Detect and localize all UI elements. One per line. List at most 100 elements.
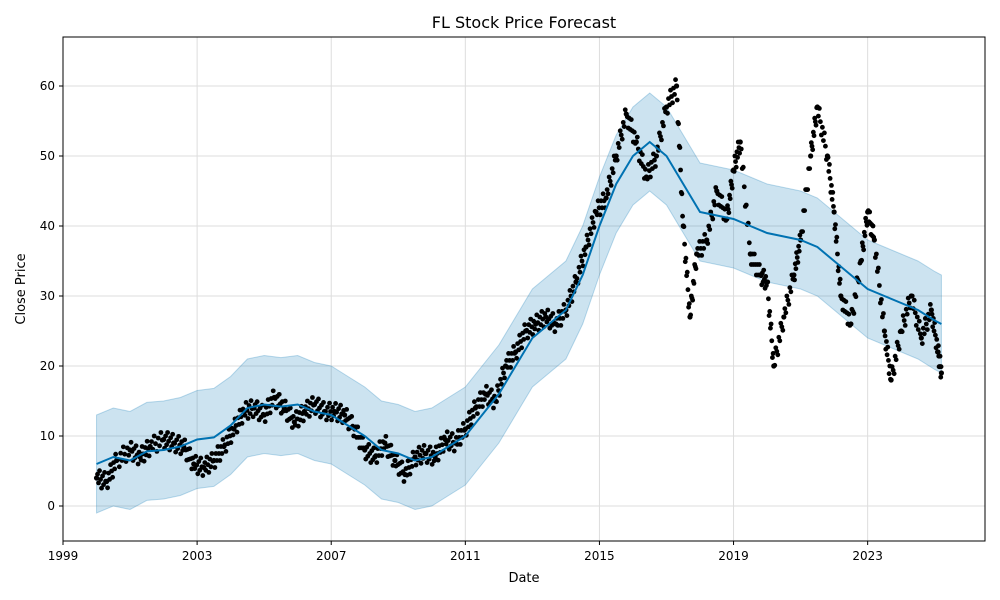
observed-point bbox=[580, 263, 586, 269]
observed-point bbox=[564, 313, 570, 318]
observed-point bbox=[178, 451, 184, 457]
observed-point bbox=[921, 331, 927, 337]
observed-point bbox=[609, 166, 615, 172]
observed-point bbox=[808, 153, 814, 159]
observed-point bbox=[328, 409, 333, 414]
observed-point bbox=[334, 409, 339, 415]
observed-point bbox=[913, 323, 919, 328]
observed-point bbox=[164, 442, 169, 448]
observed-point bbox=[873, 251, 879, 257]
observed-point bbox=[800, 229, 806, 235]
observed-point bbox=[112, 466, 118, 472]
plot-frame bbox=[62, 36, 986, 542]
observed-point bbox=[374, 460, 380, 465]
observed-point bbox=[670, 100, 675, 106]
observed-point bbox=[825, 155, 831, 160]
y-tick-label: 40 bbox=[40, 219, 55, 233]
observed-point bbox=[791, 272, 797, 278]
observed-point bbox=[811, 133, 817, 139]
observed-point bbox=[170, 431, 176, 437]
observed-point bbox=[710, 216, 716, 222]
observed-point bbox=[101, 482, 106, 488]
observed-point bbox=[262, 419, 268, 425]
observed-point bbox=[673, 77, 678, 83]
observed-point bbox=[417, 452, 423, 458]
observed-point bbox=[909, 293, 915, 299]
observed-point bbox=[618, 132, 624, 138]
observed-point bbox=[118, 450, 124, 456]
observed-point bbox=[295, 423, 301, 429]
observed-point bbox=[407, 471, 413, 477]
observed-point bbox=[837, 281, 842, 286]
observed-point bbox=[930, 324, 936, 330]
observed-point bbox=[685, 287, 691, 293]
observed-point bbox=[338, 402, 344, 408]
observed-point bbox=[805, 187, 811, 193]
observed-point bbox=[833, 239, 839, 244]
observed-point bbox=[902, 323, 908, 328]
observed-point bbox=[722, 206, 728, 212]
observed-point bbox=[324, 417, 329, 423]
observed-point bbox=[735, 155, 740, 160]
observed-point bbox=[195, 471, 201, 477]
observed-point bbox=[168, 435, 174, 441]
observed-point bbox=[616, 145, 622, 151]
observed-point bbox=[519, 345, 525, 351]
observed-point bbox=[424, 460, 430, 465]
observed-point bbox=[707, 227, 713, 232]
observed-point bbox=[652, 157, 657, 163]
observed-point bbox=[738, 146, 744, 152]
y-tick-label: 20 bbox=[40, 359, 55, 373]
observed-point bbox=[510, 358, 516, 363]
observed-point bbox=[578, 253, 584, 259]
observed-point bbox=[330, 404, 335, 410]
observed-point bbox=[924, 327, 930, 332]
forecast-series-line bbox=[96, 140, 942, 465]
observed-point bbox=[588, 231, 594, 237]
observed-point bbox=[690, 297, 696, 303]
observed-point bbox=[113, 451, 119, 457]
observed-point bbox=[859, 257, 865, 263]
observed-point bbox=[893, 357, 899, 363]
observed-point bbox=[427, 444, 433, 450]
observed-point bbox=[613, 153, 619, 159]
observed-point bbox=[412, 454, 418, 460]
observed-point bbox=[896, 346, 902, 352]
observed-point bbox=[439, 442, 445, 448]
observed-point bbox=[617, 128, 623, 134]
observed-point bbox=[239, 421, 245, 426]
observed-point bbox=[560, 316, 566, 321]
observed-point bbox=[307, 414, 312, 419]
observed-point bbox=[501, 370, 506, 376]
observed-point bbox=[827, 162, 832, 167]
observed-point bbox=[336, 406, 341, 412]
observed-point bbox=[769, 338, 775, 344]
observed-point bbox=[484, 383, 489, 389]
observed-point bbox=[521, 337, 527, 342]
observed-point bbox=[782, 306, 788, 311]
observed-point bbox=[937, 353, 943, 359]
observed-point bbox=[682, 241, 687, 247]
y-tick-label: 60 bbox=[40, 79, 55, 93]
observed-point bbox=[587, 226, 593, 232]
observed-point bbox=[494, 399, 499, 405]
observed-point bbox=[786, 302, 792, 307]
observed-point bbox=[410, 449, 416, 455]
observed-point bbox=[683, 255, 689, 261]
observed-point bbox=[209, 451, 215, 456]
observed-point bbox=[223, 449, 229, 454]
observed-point bbox=[584, 232, 590, 238]
observed-point bbox=[802, 208, 808, 214]
observed-point bbox=[126, 452, 132, 458]
forecast-line bbox=[96, 140, 942, 465]
observed-point bbox=[614, 157, 620, 163]
observed-point bbox=[731, 169, 737, 174]
observed-point bbox=[884, 339, 889, 344]
observed-point bbox=[135, 461, 141, 467]
observed-point bbox=[379, 453, 385, 458]
observed-point bbox=[172, 440, 178, 446]
observed-point bbox=[688, 312, 694, 318]
observed-point bbox=[120, 444, 126, 450]
y-tick-label: 10 bbox=[40, 429, 55, 443]
observed-point bbox=[886, 358, 891, 363]
